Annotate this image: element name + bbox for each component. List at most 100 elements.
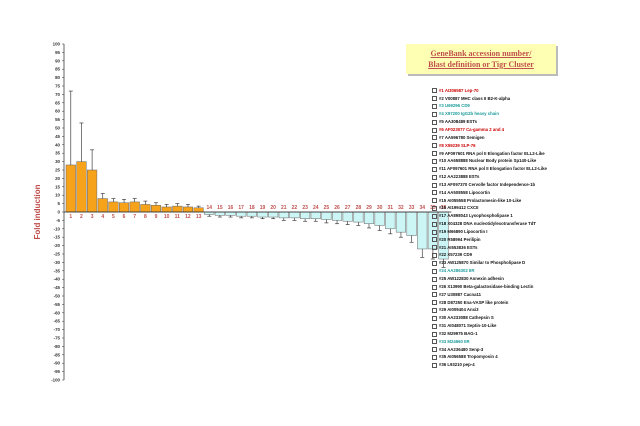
y-tick-label: 95 [55,50,60,55]
legend-swatch [432,292,437,298]
legend-item: #3 U69296 CD9 [432,103,632,111]
category-label: 1 [69,214,72,220]
error-bar-17 [239,216,244,219]
legend-text: #14 AA508558 Lipocortin [439,189,490,195]
legend-text: #11 AF097601 RNA pol II Elongation facto… [439,166,547,172]
legend-swatch [432,221,437,227]
error-bar-1 [68,90,73,165]
legend-text: #36 L93210 pep-4 [439,362,475,368]
legend-item: #6 AF023077 Ca-gamma 2 and 4 [432,126,632,134]
legend-swatch [432,323,437,329]
legend-swatch [432,229,437,235]
y-tick-label: -45 [54,285,61,290]
legend-text: #12 AA223888 ESTs [439,174,480,180]
category-label: 7 [133,214,136,220]
legend-text: #25 AW122830 Annexin adhesin [439,276,504,282]
legend-swatch [432,276,437,282]
legend-swatch [432,190,437,196]
legend-item: #34 AA236480 Senp-3 [432,346,632,354]
y-tick-label: 10 [55,193,60,198]
legend-swatch [432,111,437,117]
error-bar-14 [207,214,212,217]
y-tick-label: -95 [54,369,61,374]
category-label: 8 [144,214,147,220]
y-tick-label: -100 [51,378,60,383]
legend-item: #18 X04328 DNA nucleotidylexotransferase… [432,220,632,228]
legend-text: #24 AA286302 IIR [439,268,475,274]
y-tick-label: 45 [55,134,60,139]
legend-swatch [432,96,437,102]
y-tick-label: 80 [55,75,60,80]
category-label: 10 [164,214,170,220]
category-label: 11 [175,214,181,220]
legend-swatch [432,119,437,125]
bar-11 [172,205,183,213]
y-axis-label: Fold induction [33,184,42,239]
legend-swatch [432,159,437,165]
category-label: 3 [91,214,94,220]
legend-swatch [432,347,437,353]
category-label: 5 [112,214,115,220]
error-bar-31 [388,228,393,235]
bar-23 [300,211,311,219]
y-tick-label: 15 [55,184,60,189]
legend-item: #16 AI199412 CXCII [432,205,632,213]
legend-text: #4 X97200 IgG2b heavy chain [439,111,499,117]
legend-swatch [432,104,437,110]
legend-item: #28 D87250 Ena-VASP like protein [432,299,632,307]
legend-item: #35 AI056588 Tropomyosin 4 [432,354,632,362]
legend-item: #22 X57239 CD9 [432,252,632,260]
category-label: 6 [123,214,126,220]
legend-title-box: GeneBank accession number/ Blast definit… [406,44,556,74]
legend-swatch [432,174,437,180]
y-tick-label: 70 [55,92,60,97]
category-label: 24 [313,205,319,211]
legend-text: #7 AA596780 Semigen [439,134,485,140]
category-label: 15 [217,205,223,211]
legend-item: #33 M24660 IIR [432,338,632,346]
y-tick-label: 35 [55,151,60,156]
y-axis-ticks: 1009590858075706560555045403530252015105… [51,42,64,383]
legend-item: #12 AA223888 ESTs [432,173,632,181]
error-bar-13 [196,205,201,208]
y-tick-label: -85 [54,352,61,357]
error-bar-12 [185,204,190,207]
legend-text: #19 M66890 Lipocortin I [439,228,488,234]
category-label: 21 [281,205,287,211]
bar-6 [119,202,130,213]
legend-text: #23 AW125870 Similar to Phospholipase D [439,260,526,266]
error-bar-20 [271,217,276,220]
y-tick-label: -75 [54,336,61,341]
category-label: 19 [260,205,266,211]
y-tick-label: -80 [54,344,61,349]
legend-text: #2 V00887 MHC class II B2-K-alpha [439,95,511,101]
bar-19 [257,211,268,218]
category-label: 31 [388,205,394,211]
legend-text: #35 AI056588 Tropomyosin 4 [439,354,498,360]
legend-text: #34 AA236480 Senp-3 [439,346,484,352]
y-tick-label: -50 [54,294,61,299]
y-tick-label: -55 [54,302,61,307]
y-tick-label: -15 [54,235,61,240]
error-bar-32 [398,232,403,238]
error-bar-23 [303,218,308,222]
bar-4 [97,198,108,213]
y-tick-label: -10 [54,226,61,231]
legend-item: #4 X97200 IgG2b heavy chain [432,111,632,119]
category-label: 29 [366,205,372,211]
legend-text: #15 AI055558 Prolactomesin-like 10-Like [439,197,522,203]
legend-swatch [432,135,437,141]
legend-swatch [432,362,437,368]
legend-swatch [432,166,437,172]
category-label: 23 [302,205,308,211]
legend-text: #8 X59239 SLP-76 [439,142,476,148]
y-tick-label: 40 [55,142,60,147]
legend-item: #13 AF097370 Cervolle factor Independenc… [432,181,632,189]
legend-item: #1 AI306587 Lep-70 [432,87,632,95]
category-label: 34 [419,205,425,211]
bar-34 [417,211,428,250]
legend-text: #30 AA233088 Cathepsin S [439,315,494,321]
legend-swatch [432,127,437,133]
legend-item: #19 M66890 Lipocortin I [432,228,632,236]
legend-item: #32 M29975 BAG-1 [432,330,632,338]
